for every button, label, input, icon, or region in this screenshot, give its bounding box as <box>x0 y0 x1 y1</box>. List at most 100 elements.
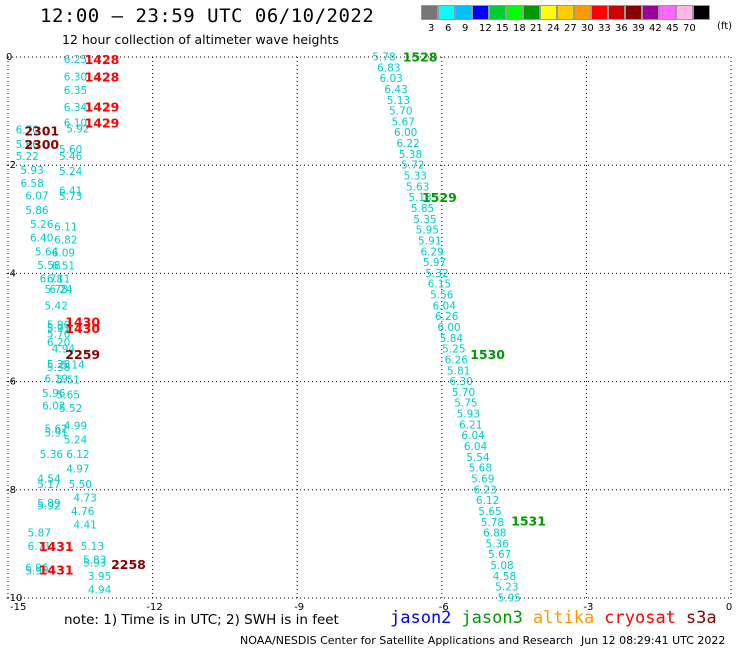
wave-height-value: 4.73 <box>73 492 96 504</box>
wave-height-value: 5.93 <box>83 557 106 569</box>
wave-height-value: 6.24 <box>49 284 73 296</box>
wave-height-value: 5.32 <box>425 268 448 280</box>
wave-height-value: 5.13 <box>81 541 104 553</box>
wave-height-value: 6.26 <box>445 354 469 366</box>
wave-height-value: 6.22 <box>396 138 419 150</box>
wave-height-value: 6.00 <box>437 322 460 334</box>
wave-height-value: 5.72 <box>401 160 424 172</box>
colorbar-label: 12 <box>479 23 492 34</box>
pass-time-label: 1531 <box>511 514 546 529</box>
wave-height-value: 5.66 <box>16 139 40 151</box>
wave-height-value: 5.42 <box>45 300 68 312</box>
wave-height-value: 5.96 <box>42 388 66 400</box>
pass-time-label: 1529 <box>422 190 457 205</box>
colorbar-label: 39 <box>632 23 645 34</box>
wave-height-value: 6.02 <box>42 400 65 412</box>
wave-height-value: 6.51 <box>52 260 75 272</box>
wave-height-value: 5.78 <box>372 52 395 64</box>
wave-height-value: 5.24 <box>64 435 88 447</box>
wave-height-value: 5.25 <box>442 344 465 356</box>
wave-height-value: 6.78 <box>40 273 63 285</box>
wave-height-value: 4.54 <box>37 473 61 485</box>
wave-height-value: 5.14 <box>61 359 85 371</box>
wave-height-value: 4.94 <box>88 584 112 596</box>
wave-height-values: 6.256.306.356.346.105.926.705.665.225.60… <box>16 52 521 605</box>
wave-height-value: 5.65 <box>57 390 80 402</box>
pass-time-label: 1429 <box>85 116 120 131</box>
wave-height-colorbar: 3 6 9 12 15 18 21 24 27 30 33 36 39 42 45 70 <box>421 5 710 34</box>
wave-height-value: 5.36 <box>486 538 510 550</box>
wave-height-value: 3.95 <box>88 571 111 583</box>
wave-height-value: 5.92 <box>37 501 60 513</box>
colorbar-label: 18 <box>513 23 526 34</box>
wave-height-value: 5.91 <box>47 323 70 335</box>
y-tick-label: -2 <box>6 160 16 171</box>
wave-height-value: 6.11 <box>54 221 77 233</box>
wave-height-value: 6.25 <box>64 54 87 66</box>
wave-height-value: 5.58 <box>37 260 60 272</box>
wave-height-value: 6.40 <box>30 233 53 245</box>
colorbar-swatch: 27 <box>557 5 577 34</box>
wave-height-value: 6.04 <box>464 441 488 453</box>
colorbar-swatch: 15 <box>489 5 509 34</box>
wave-height-value: 4.58 <box>493 571 516 583</box>
wave-height-value: 5.08 <box>490 560 513 572</box>
wave-height-value: 6.70 <box>16 125 39 137</box>
pass-time-label: 1528 <box>403 50 438 65</box>
wave-height-value: 4.97 <box>66 464 89 476</box>
colorbar-swatch: 9 <box>455 5 472 34</box>
colorbar-unit: (ft) <box>717 21 733 32</box>
pass-time-label: 2258 <box>111 557 146 572</box>
wave-height-value: 5.28 <box>47 359 70 371</box>
wave-height-value: 5.52 <box>59 403 82 415</box>
wave-height-value: 6.19 <box>45 373 68 385</box>
wave-height-value: 5.86 <box>25 205 49 217</box>
wave-height-value: 6.07 <box>25 191 48 203</box>
wave-height-value: 6.43 <box>384 84 407 96</box>
mission-altika: altika <box>532 608 595 628</box>
mission-s3a: s3a <box>685 608 717 628</box>
wave-height-value: 5.92 <box>66 123 89 135</box>
wave-height-value: 5.84 <box>440 333 464 345</box>
pass-time-label: 1431 <box>39 562 74 577</box>
wave-height-value: 5.87 <box>28 528 51 540</box>
x-tick-label: 0 <box>726 602 732 613</box>
wave-height-value: 6.11 <box>47 273 70 285</box>
wave-height-value: 5.93 <box>20 165 43 177</box>
colorbar-swatch: 42 <box>642 5 662 34</box>
wave-height-value: 6.04 <box>433 300 457 312</box>
colorbar-label: 15 <box>496 23 509 34</box>
wave-height-value: 5.91 <box>45 427 68 439</box>
colorbar-label: 27 <box>564 23 577 34</box>
wave-height-value: 6.82 <box>54 234 77 246</box>
wave-height-value: 5.60 <box>59 144 82 156</box>
x-tick-label: -15 <box>10 602 26 613</box>
pass-time-label: 2259 <box>65 347 100 362</box>
wave-height-value: 5.38 <box>47 362 70 374</box>
wave-height-value: 6.30 <box>64 72 87 84</box>
colorbar-swatch: 39 <box>625 5 645 34</box>
pass-time-label: 1430 <box>65 315 100 330</box>
wave-height-value: 4.76 <box>71 506 95 518</box>
wave-height-value: 6.15 <box>428 279 451 291</box>
colorbar-label: 33 <box>598 23 611 34</box>
wave-height-value: 5.91 <box>418 235 441 247</box>
footer-note: note: 1) Time is in UTC; 2) SWH is in fe… <box>64 612 339 628</box>
wave-height-value: 5.69 <box>471 473 494 485</box>
x-tick-label: -9 <box>294 602 304 613</box>
wave-height-value: 6.23 <box>473 484 496 496</box>
wave-height-value: 4.41 <box>73 519 96 531</box>
pass-time-label: 2301 <box>24 124 59 139</box>
wave-height-value: 5.51 <box>57 374 80 386</box>
pass-time-label: 2300 <box>24 137 59 152</box>
generation-timestamp: Jun 12 08:29:41 UTC 2022 <box>581 634 726 647</box>
credit-line: NOAA/NESDIS Center for Satellite Applica… <box>240 634 574 647</box>
wave-height-value: 6.12 <box>66 449 89 461</box>
wave-height-value: 6.83 <box>377 62 400 74</box>
wave-height-value: 5.97 <box>423 257 446 269</box>
colorbar-label: 9 <box>462 23 469 34</box>
wave-height-value: 6.03 <box>379 73 402 85</box>
colorbar-swatch: 33 <box>591 5 611 34</box>
wave-height-value: 5.95 <box>498 593 521 605</box>
wave-height-value: 4.99 <box>64 420 87 432</box>
